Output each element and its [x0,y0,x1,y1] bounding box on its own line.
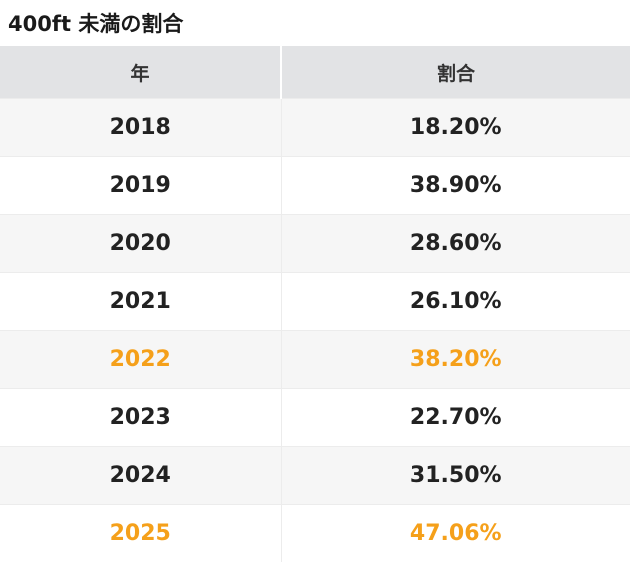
year-cell: 2023 [0,388,282,447]
rate-cell: 47.06% [281,504,630,562]
rate-cell: 31.50% [281,446,630,505]
table-row: 2023 22.70% [0,388,630,447]
data-table: 年 割合 2018 18.20% 2019 38.90% 2020 28.60%… [0,46,630,562]
table-row: 2020 28.60% [0,214,630,273]
column-header-year: 年 [0,46,282,99]
table-row: 2024 31.50% [0,446,630,505]
rate-cell: 18.20% [281,98,630,157]
year-cell: 2025 [0,504,282,562]
rate-cell: 38.20% [281,330,630,389]
year-cell: 2022 [0,330,282,389]
rate-cell: 38.90% [281,156,630,215]
table-row: 2021 26.10% [0,272,630,331]
year-cell: 2021 [0,272,282,331]
column-header-rate: 割合 [281,46,630,99]
year-cell: 2020 [0,214,282,273]
year-cell: 2018 [0,98,282,157]
table-row: 2025 47.06% [0,504,630,562]
year-cell: 2024 [0,446,282,505]
table-row: 2018 18.20% [0,98,630,157]
table-row: 2019 38.90% [0,156,630,215]
table-header-row: 年 割合 [0,46,630,99]
year-cell: 2019 [0,156,282,215]
rate-cell: 26.10% [281,272,630,331]
rate-cell: 22.70% [281,388,630,447]
table-row: 2022 38.20% [0,330,630,389]
page-title: 400ft 未満の割合 [8,12,184,36]
rate-cell: 28.60% [281,214,630,273]
